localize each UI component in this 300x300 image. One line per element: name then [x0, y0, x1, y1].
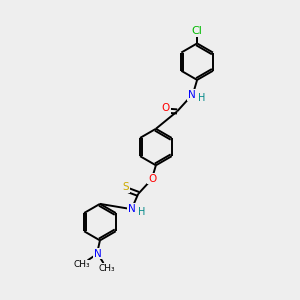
- Text: H: H: [138, 207, 146, 217]
- Text: S: S: [122, 182, 129, 192]
- Text: O: O: [148, 174, 157, 184]
- Text: N: N: [128, 204, 136, 214]
- Text: N: N: [188, 90, 196, 100]
- Text: O: O: [162, 103, 170, 113]
- Text: Cl: Cl: [192, 26, 203, 36]
- Text: CH₃: CH₃: [98, 264, 115, 273]
- Text: H: H: [198, 93, 206, 103]
- Text: N: N: [94, 249, 101, 259]
- Text: CH₃: CH₃: [74, 260, 91, 269]
